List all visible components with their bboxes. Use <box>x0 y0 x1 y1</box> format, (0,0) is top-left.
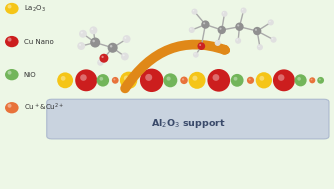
Ellipse shape <box>90 37 100 48</box>
Ellipse shape <box>253 27 262 35</box>
Ellipse shape <box>182 78 184 81</box>
Ellipse shape <box>216 41 217 43</box>
Ellipse shape <box>191 9 197 15</box>
Ellipse shape <box>61 76 65 81</box>
Ellipse shape <box>278 74 285 81</box>
Ellipse shape <box>201 20 210 29</box>
Ellipse shape <box>236 39 238 41</box>
Ellipse shape <box>235 22 244 31</box>
Ellipse shape <box>273 69 295 91</box>
Ellipse shape <box>256 72 272 88</box>
Ellipse shape <box>79 44 81 46</box>
Ellipse shape <box>212 74 219 81</box>
Ellipse shape <box>217 26 226 34</box>
Ellipse shape <box>194 53 196 55</box>
Ellipse shape <box>5 102 19 113</box>
Ellipse shape <box>197 42 205 50</box>
Ellipse shape <box>207 69 230 92</box>
Ellipse shape <box>140 69 163 92</box>
Ellipse shape <box>124 76 129 81</box>
Ellipse shape <box>5 36 19 47</box>
FancyArrowPatch shape <box>125 45 226 88</box>
Ellipse shape <box>102 56 104 58</box>
Ellipse shape <box>248 78 251 81</box>
Ellipse shape <box>77 42 85 50</box>
Ellipse shape <box>100 77 103 81</box>
Ellipse shape <box>90 26 98 34</box>
Ellipse shape <box>93 40 95 42</box>
Ellipse shape <box>192 76 197 81</box>
Ellipse shape <box>81 32 83 34</box>
Ellipse shape <box>237 24 239 26</box>
Ellipse shape <box>190 28 192 30</box>
Ellipse shape <box>145 74 152 81</box>
Ellipse shape <box>193 52 199 58</box>
Ellipse shape <box>297 77 301 81</box>
Text: Cu Nano: Cu Nano <box>24 39 53 45</box>
Ellipse shape <box>5 3 19 14</box>
Text: Cu$^+$&Cu$^{2+}$: Cu$^+$&Cu$^{2+}$ <box>24 102 64 113</box>
Ellipse shape <box>57 72 73 88</box>
Ellipse shape <box>75 69 97 91</box>
Ellipse shape <box>189 27 195 33</box>
Ellipse shape <box>108 43 118 53</box>
Ellipse shape <box>180 77 188 84</box>
FancyArrowPatch shape <box>125 45 225 88</box>
Ellipse shape <box>112 77 119 84</box>
Ellipse shape <box>120 72 137 89</box>
Ellipse shape <box>8 71 12 75</box>
Ellipse shape <box>166 77 171 81</box>
Ellipse shape <box>271 37 277 43</box>
Ellipse shape <box>309 77 315 83</box>
Ellipse shape <box>235 38 241 44</box>
Ellipse shape <box>8 5 12 9</box>
Ellipse shape <box>269 21 271 22</box>
Ellipse shape <box>203 22 205 24</box>
Ellipse shape <box>8 104 12 108</box>
Ellipse shape <box>223 12 224 14</box>
Ellipse shape <box>247 77 254 84</box>
Ellipse shape <box>231 74 243 87</box>
Ellipse shape <box>268 19 274 26</box>
Ellipse shape <box>79 30 87 38</box>
Ellipse shape <box>221 11 227 17</box>
Ellipse shape <box>193 10 194 12</box>
Ellipse shape <box>97 74 109 87</box>
Ellipse shape <box>258 46 260 47</box>
Ellipse shape <box>189 72 205 89</box>
Ellipse shape <box>272 38 274 40</box>
Ellipse shape <box>110 45 112 47</box>
Text: Al$_2$O$_3$ support: Al$_2$O$_3$ support <box>151 117 225 130</box>
Ellipse shape <box>121 53 129 60</box>
Ellipse shape <box>319 78 321 81</box>
Ellipse shape <box>317 77 324 84</box>
Ellipse shape <box>125 37 126 39</box>
Ellipse shape <box>233 77 237 81</box>
Ellipse shape <box>99 61 100 62</box>
Ellipse shape <box>215 40 221 46</box>
Ellipse shape <box>199 44 201 46</box>
Ellipse shape <box>100 54 109 63</box>
Ellipse shape <box>97 59 104 66</box>
Ellipse shape <box>257 44 263 50</box>
Text: La$_2$O$_3$: La$_2$O$_3$ <box>24 3 45 14</box>
Ellipse shape <box>123 35 131 43</box>
Ellipse shape <box>91 28 93 30</box>
Ellipse shape <box>123 54 125 56</box>
Ellipse shape <box>260 76 264 81</box>
FancyBboxPatch shape <box>47 99 329 139</box>
Ellipse shape <box>5 69 19 80</box>
Ellipse shape <box>8 38 12 42</box>
Text: NiO: NiO <box>24 72 36 78</box>
Ellipse shape <box>80 74 87 81</box>
Ellipse shape <box>242 9 243 10</box>
Ellipse shape <box>113 78 116 81</box>
Ellipse shape <box>219 28 221 30</box>
Ellipse shape <box>311 79 312 81</box>
Ellipse shape <box>163 73 177 87</box>
Ellipse shape <box>255 29 257 31</box>
Ellipse shape <box>295 74 307 86</box>
Ellipse shape <box>240 8 246 14</box>
